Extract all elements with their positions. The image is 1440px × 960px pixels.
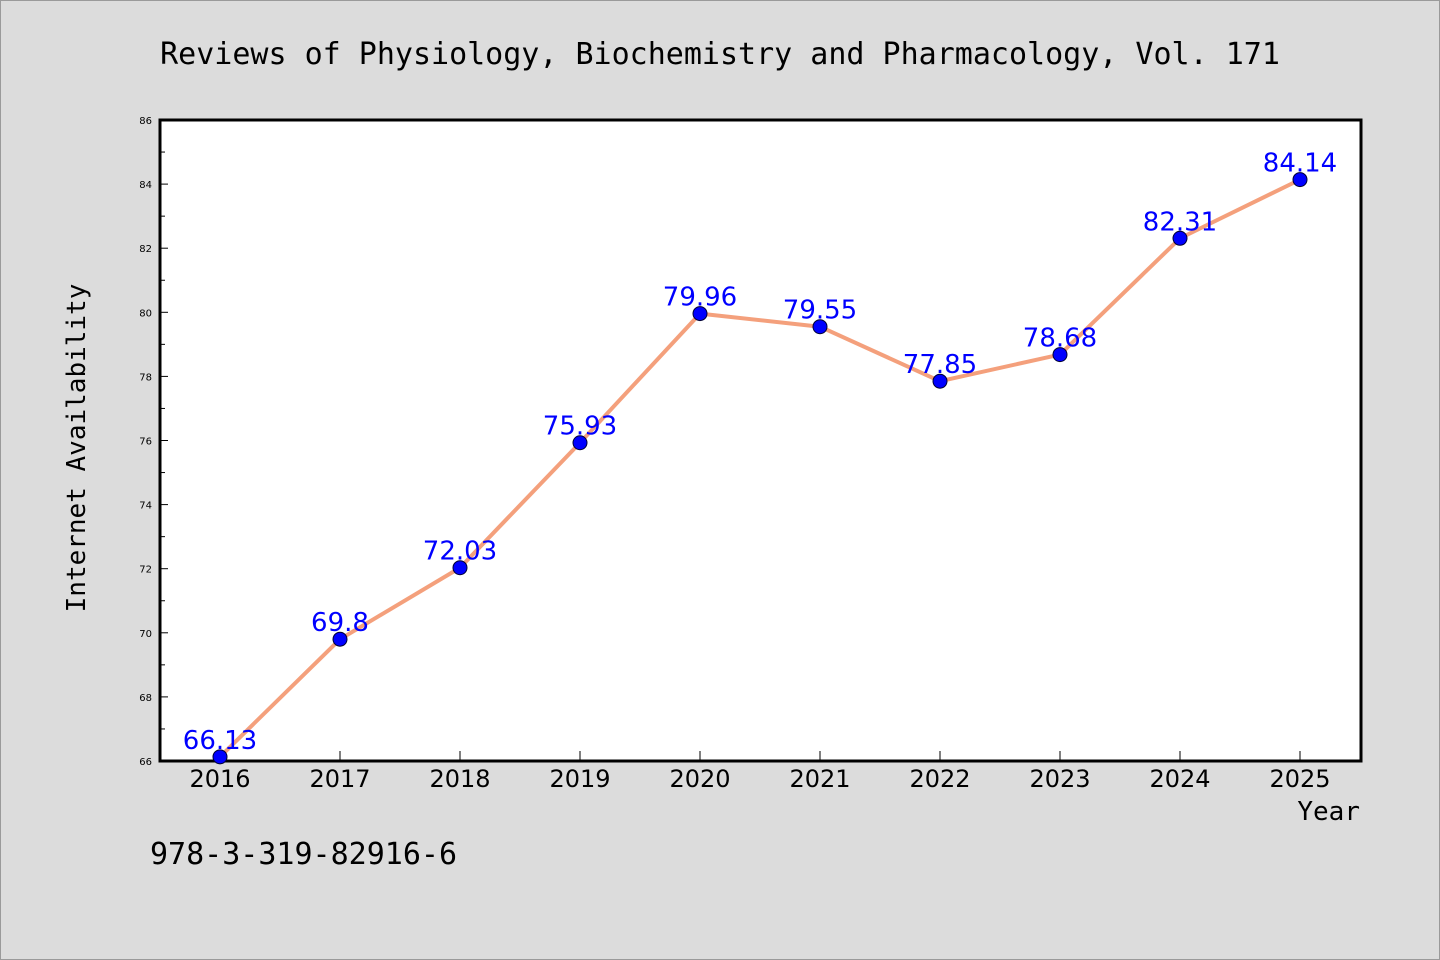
data-point: [812, 319, 828, 335]
x-tick-label: 2025: [1269, 765, 1330, 793]
data-point: [1172, 230, 1188, 246]
data-label: 78.68: [1023, 324, 1097, 354]
y-tick-label: 84: [139, 180, 152, 191]
x-tick-label: 2021: [789, 765, 850, 793]
x-tick-label: 2020: [669, 765, 730, 793]
chart-title: Reviews of Physiology, Biochemistry and …: [160, 37, 1280, 72]
x-tick-label: 2016: [189, 765, 250, 793]
y-tick-label: 76: [139, 437, 152, 448]
data-point: [692, 306, 708, 322]
data-label: 75.93: [543, 412, 617, 442]
y-tick-label: 72: [139, 565, 152, 576]
x-tick-label: 2019: [549, 765, 610, 793]
data-label: 79.96: [663, 283, 737, 313]
x-tick-label: 2023: [1029, 765, 1090, 793]
y-tick-label: 74: [139, 501, 152, 512]
data-label: 77.85: [903, 350, 977, 380]
data-point: [1052, 347, 1068, 363]
plot-area: [158, 118, 1363, 763]
y-tick-label: 80: [139, 308, 152, 319]
x-tick-label: 2018: [429, 765, 490, 793]
y-tick-label: 78: [139, 372, 152, 383]
data-label: 79.55: [783, 296, 857, 326]
series-line: [218, 177, 1302, 759]
data-label: 66.13: [183, 726, 257, 756]
data-label: 72.03: [423, 537, 497, 567]
x-tick-label: 2024: [1149, 765, 1210, 793]
x-axis: 2016 2017 2018 2019 2020 2021 2022 2023 2024 2025: [189, 751, 1331, 793]
data-point: [212, 749, 228, 765]
series-group: 66.13 69.8 72.03 75.93 79.96 79.55 77.85 78.68 8…: [183, 149, 1337, 765]
y-tick-label: 82: [139, 244, 152, 255]
y-tick-label: 70: [139, 629, 152, 640]
data-point: [332, 631, 348, 647]
data-point: [572, 435, 588, 451]
data-point: [452, 560, 468, 576]
y-tick-label: 66: [139, 757, 152, 768]
x-axis-label: Year: [1297, 797, 1360, 827]
data-label: 69.8: [311, 608, 369, 638]
y-tick-label: 68: [139, 693, 152, 704]
data-point: [932, 373, 948, 389]
data-point: [1292, 172, 1308, 188]
x-tick-label: 2017: [309, 765, 370, 793]
data-label: 82.31: [1143, 207, 1217, 237]
y-axis-label: Internet Availability: [62, 284, 92, 613]
y-axis: 66 68 70 72 74 76 78 80 82 84 86: [139, 116, 168, 768]
y-tick-label: 86: [139, 116, 152, 127]
footnote-isbn: 978-3-319-82916-6: [150, 837, 457, 872]
data-label: 84.14: [1263, 149, 1337, 179]
x-tick-label: 2022: [909, 765, 970, 793]
